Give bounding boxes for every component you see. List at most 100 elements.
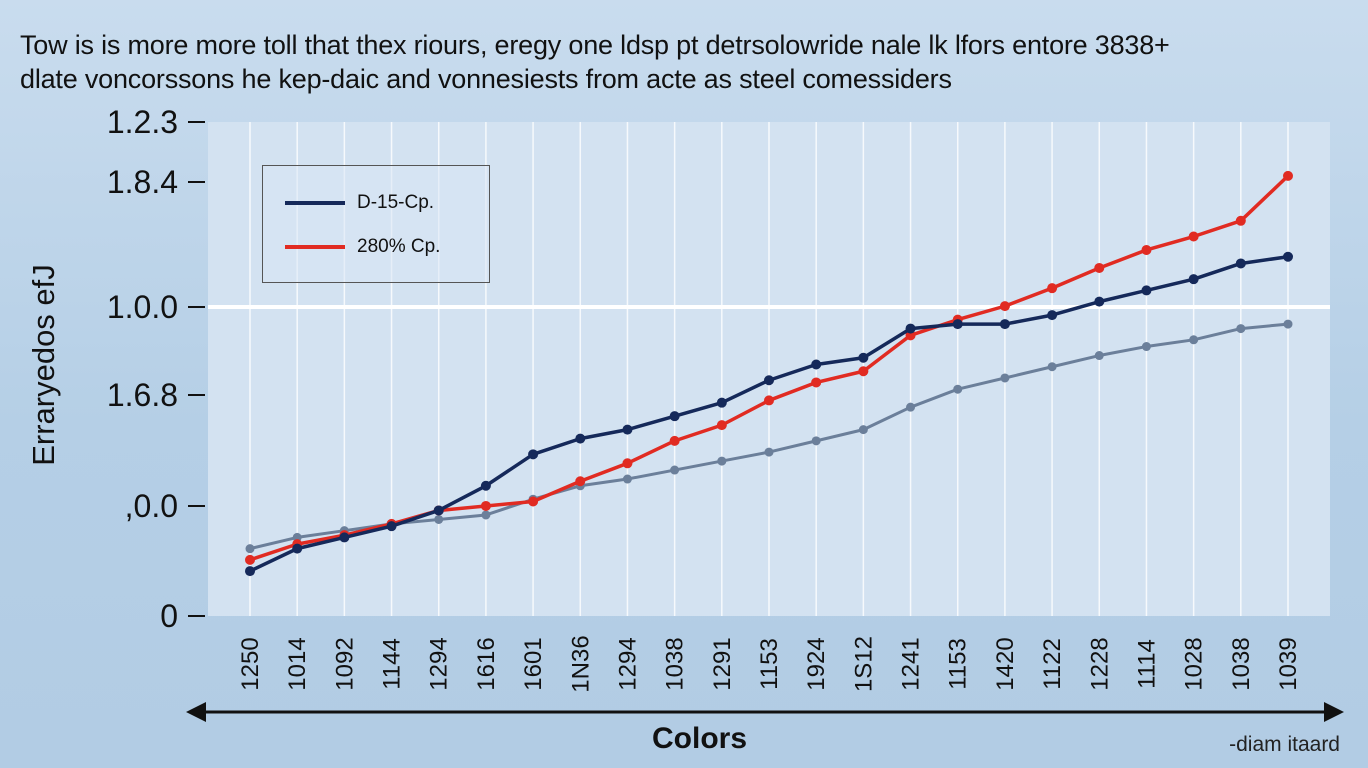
series-1-point [1188,274,1199,285]
x-tick-label: 1028 [1181,637,1208,690]
x-tick-label: 1038 [1228,637,1255,690]
series-2-point [858,366,869,377]
series-3-point [1236,324,1246,334]
y-tick-label: 1.0.0 [107,289,178,325]
x-tick-label: 1250 [237,637,264,690]
x-tick-label: 1144 [379,638,406,690]
series-1-point [1235,258,1246,269]
legend-item-series-1: D-15-Cp. [285,188,434,218]
series-3-point [953,384,963,394]
series-1-point [905,323,916,334]
legend-swatch-series-2 [285,245,345,249]
x-tick-label: 1616 [473,637,500,690]
series-3-point [1000,373,1010,383]
series-3-point [811,436,821,446]
x-axis-arrow [186,702,1344,722]
y-tick-label: 1.8.4 [107,164,178,200]
legend-swatch-series-1 [285,201,345,205]
chart-subtitle: dlate voncorssons he kep-daic and vonnes… [20,64,952,94]
y-tick-label: 1.6.8 [107,377,178,413]
series-2-point [480,500,491,511]
series-2-point [1188,231,1199,242]
series-2-point [1235,215,1246,226]
x-tick-label: 1420 [992,637,1019,690]
series-1-point [858,352,869,363]
series-2-point [1094,262,1105,273]
x-tick-label: 1S12 [850,636,877,692]
series-3-point [1141,342,1151,352]
x-tick-label: 1294 [426,637,453,690]
x-tick-label: 1291 [709,637,736,690]
series-2-point [245,554,255,565]
series-1-point [1047,310,1058,321]
series-1-point [292,543,303,554]
series-1-point [669,411,680,422]
series-2-point [764,395,774,406]
series-1-point [952,319,963,330]
series-1-point [480,480,491,491]
series-1-point [1283,251,1293,262]
legend-label-series-1: D-15-Cp. [357,192,435,213]
series-group [245,170,1293,577]
series-2-point [999,301,1010,312]
series-1-point [716,397,727,408]
legend: D-15-Cp. 280% Cp. [262,165,490,283]
series-3-point [292,532,302,542]
series-1-point [528,449,539,460]
series-2-point [528,496,539,507]
series-2-point [1141,244,1152,255]
legend-label-series-2: 280% Cp. [357,236,441,257]
series-2-point [575,476,586,487]
series-3-point [1189,335,1199,345]
series-1-point [999,319,1010,330]
y-axis-label: Erraryedos efJ [26,264,61,466]
x-tick-label: 1122 [1039,638,1066,690]
series-3-point [717,456,727,466]
series-3-point [670,465,680,475]
series-3-point [622,474,632,484]
series-1-point [575,433,586,444]
series-3-point [1283,319,1293,329]
series-1-point [764,375,774,386]
x-tick-label: 1092 [331,637,358,690]
x-tick-label: 1241 [898,637,925,690]
legend-item-series-2: 280% Cp. [285,232,440,262]
series-3-point [764,447,774,457]
series-1-point [1141,285,1152,296]
series-2-point [1283,170,1293,181]
x-tick-label: 1924 [803,637,830,690]
series-3-point [245,544,255,554]
x-tick-label: 1038 [662,637,689,690]
series-2-point [669,435,680,446]
series-2-point [1047,283,1058,294]
series-1-point [433,505,444,516]
series-1-point [811,359,822,370]
series-2-point [716,420,727,431]
series-2-point [622,458,633,469]
series-1-point [386,521,397,532]
y-tick-label: 1.2.3 [107,104,178,140]
x-tick-label: 1153 [945,638,972,690]
series-3-point [906,402,916,412]
series-3-point [1094,351,1104,361]
series-1-point [622,424,633,435]
chart-title-block: Tow is is more more toll that thex riour… [20,28,1340,96]
x-tick-label: 1N36 [567,635,594,692]
series-1-point [1094,296,1105,307]
series-1-point [339,532,350,543]
x-tick-label: 1114 [1133,639,1160,689]
x-tick-label: 1039 [1275,637,1302,690]
series-2-point [811,377,822,388]
x-tick-label: 1228 [1086,637,1113,690]
series-3-point [434,514,444,524]
series-3-point [1047,362,1057,372]
series-3-point [481,510,491,520]
x-axis: 1250 1014 1092 1144 1294 1616 1601 1N36 1294 1038… [237,635,1302,692]
x-tick-label: 1014 [284,637,311,690]
series-1-point [245,566,255,577]
credit-text: -diam itaard [1229,733,1340,756]
x-tick-label: 1153 [756,638,783,690]
y-axis: 1.2.3 1.8.4 1.0.0 1.6.8 ,0.0 0 [107,104,205,634]
chart-title: Tow is is more more toll that thex riour… [20,30,1170,60]
